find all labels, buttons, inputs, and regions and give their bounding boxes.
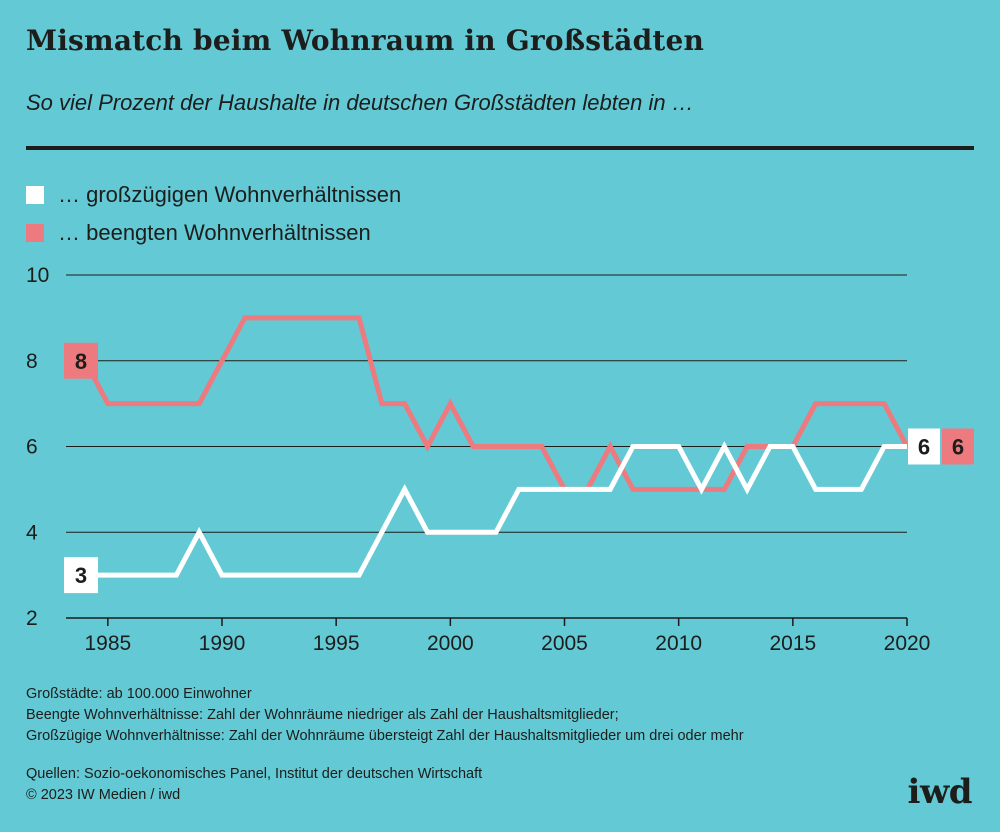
header-divider [26, 146, 974, 150]
chart-title: Mismatch beim Wohnraum in Großstädten [26, 24, 705, 57]
x-tick-label: 1995 [313, 632, 360, 655]
start-label-cramped: 8 [75, 349, 87, 374]
legend-label-cramped: … beengten Wohnverhältnissen [58, 220, 371, 245]
series-line-generous [85, 441, 907, 578]
legend-swatch-generous [26, 186, 44, 204]
footnote-line: Großzügige Wohnverhältnisse: Zahl der Wo… [26, 728, 744, 744]
y-tick-label: 10 [26, 264, 49, 287]
y-tick-label: 2 [26, 607, 38, 630]
legend-item-cramped: … beengten Wohnverhältnissen [26, 214, 401, 252]
footnote-line: Beengte Wohnverhältnisse: Zahl der Wohnr… [26, 707, 619, 723]
start-label-cramped-box [64, 342, 98, 379]
x-tick-label: 1990 [199, 632, 246, 655]
end-label-cramped-box [942, 428, 974, 465]
copyright-line: © 2023 IW Medien / iwd [26, 787, 181, 803]
footnote-line: Großstädte: ab 100.000 Einwohner [26, 686, 252, 702]
series-line-cramped [82, 315, 910, 492]
source-line: Quellen: Sozio-oekonomisches Panel, Inst… [26, 766, 483, 782]
y-tick-label: 6 [26, 436, 38, 459]
end-label-generous: 6 [918, 435, 930, 460]
end-label-generous-box [908, 428, 940, 465]
end-label-cramped: 6 [952, 435, 964, 460]
y-tick-label: 8 [26, 350, 38, 373]
x-tick-label: 2000 [427, 632, 474, 655]
legend-swatch-cramped [26, 224, 44, 242]
iwd-logo: iwd [907, 772, 973, 812]
line-chart: 2 4 6 8 10 1985 1990 1995 2000 2005 2010 2015 2020 3 8… [26, 264, 974, 655]
y-tick-label: 4 [26, 521, 38, 544]
chart-subtitle: So viel Prozent der Haushalte in deutsch… [26, 90, 694, 115]
legend-label-generous: … großzügigen Wohnverhältnissen [58, 182, 402, 207]
sources: Quellen: Sozio-oekonomisches Panel, Inst… [26, 764, 482, 806]
start-label-generous: 3 [75, 563, 87, 588]
footnotes: Großstädte: ab 100.000 Einwohner Beengte… [26, 684, 744, 747]
x-tick-label: 1985 [84, 632, 131, 655]
x-tick-label: 2005 [541, 632, 588, 655]
legend: … großzügigen Wohnverhältnissen … beengt… [26, 176, 401, 252]
x-tick-label: 2015 [769, 632, 816, 655]
x-tick-label: 2020 [884, 632, 931, 655]
x-tick-label: 2010 [655, 632, 702, 655]
legend-item-generous: … großzügigen Wohnverhältnissen [26, 176, 401, 214]
start-label-generous-box [64, 557, 98, 594]
